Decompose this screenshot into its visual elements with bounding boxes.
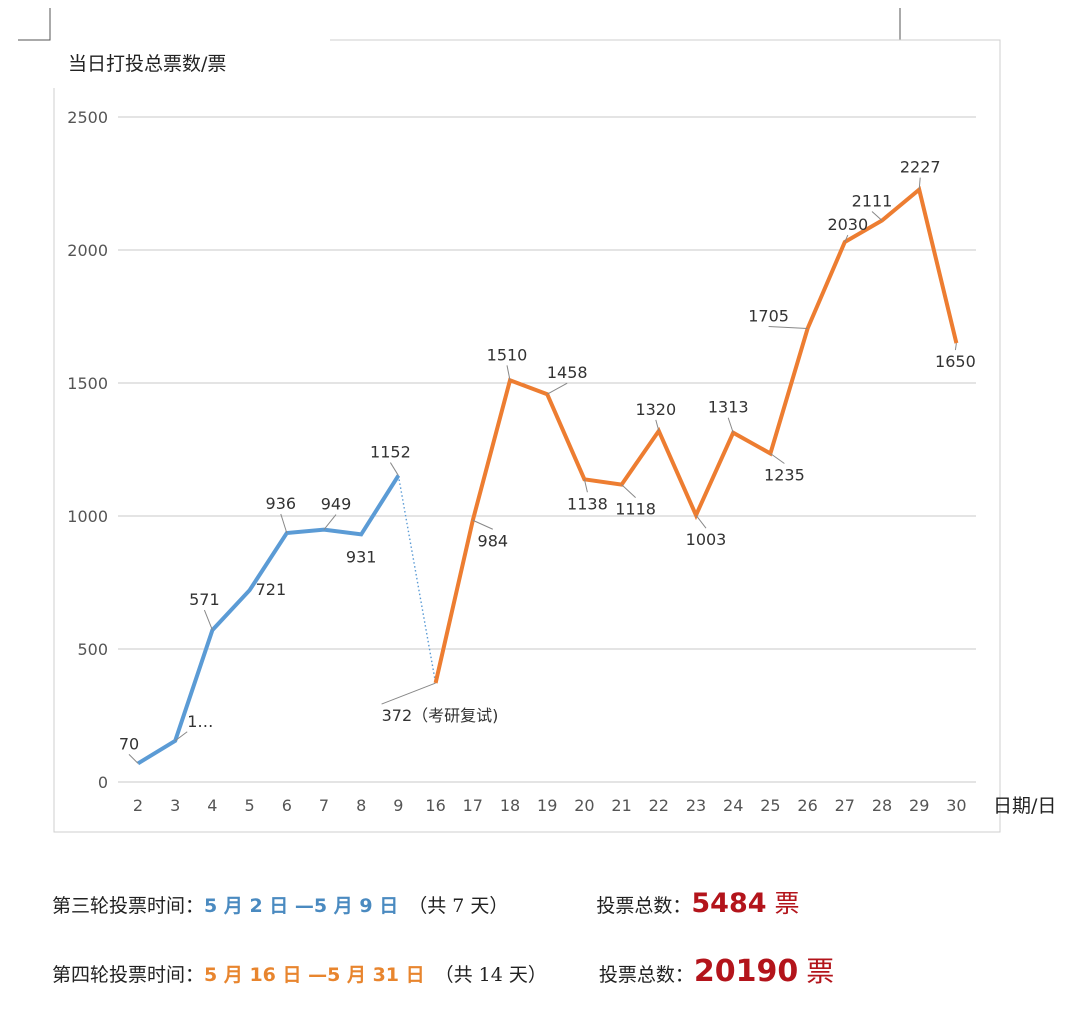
data-label-leader (768, 325, 808, 329)
x-tick-label: 16 (425, 796, 445, 815)
data-label-leader (844, 234, 849, 243)
round4-total-label: 投票总数： (598, 964, 694, 986)
round3-date-range: 5 月 2 日 —5 月 9 日 (204, 895, 399, 917)
x-tick-label: 18 (500, 796, 520, 815)
round3-duration: （共 7 天） (408, 895, 509, 917)
data-label: 1138 (567, 494, 608, 513)
data-label: 571 (189, 590, 220, 609)
y-tick-label: 500 (77, 640, 108, 659)
crop-mark-left (18, 8, 51, 41)
x-tick-label: 20 (574, 796, 594, 815)
data-label-leader (770, 453, 785, 464)
data-label: 1705 (748, 306, 789, 325)
data-label: 1003 (686, 530, 727, 549)
data-label: 2227 (900, 158, 941, 177)
x-tick-label: 7 (319, 796, 329, 815)
data-label: 1458 (547, 363, 588, 382)
series-round4-line (433, 186, 959, 684)
round3-label: 第三轮投票时间： (52, 895, 205, 917)
y-tick-label: 0 (98, 773, 108, 792)
round4-duration: （共 14 天） (434, 964, 547, 986)
round4-summary: 第四轮投票时间：5 月 16 日 —5 月 31 日 （共 14 天） 投票总数：2… (52, 950, 834, 990)
x-tick-label: 19 (537, 796, 557, 815)
x-tick-label: 29 (909, 796, 929, 815)
x-tick-label: 8 (356, 796, 366, 815)
data-label: 1510 (487, 345, 528, 364)
x-tick-label: 9 (393, 796, 403, 815)
data-label-leader (621, 484, 636, 498)
data-label-leader (174, 731, 188, 742)
y-tick-label: 2000 (67, 241, 108, 260)
round4-label: 第四轮投票时间： (52, 964, 205, 986)
x-tick-label: 4 (207, 796, 217, 815)
chart-frame (53, 39, 1001, 833)
data-label-leader (695, 514, 707, 529)
data-label: 2030 (827, 215, 868, 234)
round3-total-unit: 票 (774, 889, 800, 918)
data-label-leader (323, 514, 337, 530)
data-label: 949 (321, 495, 352, 514)
x-tick-label: 25 (760, 796, 780, 815)
data-label-leader (918, 177, 921, 190)
data-label-leader (381, 682, 436, 705)
data-label: 70 (119, 734, 139, 753)
data-label-leader (280, 513, 288, 534)
data-label: 2111 (852, 191, 893, 210)
data-label-leader (871, 211, 883, 221)
data-label-leader (203, 609, 213, 631)
data-label-leader (546, 382, 568, 395)
series-round3-line (136, 474, 401, 766)
y-tick-label: 1000 (67, 507, 108, 526)
data-label: 1235 (764, 465, 805, 484)
data-label-leader (389, 462, 399, 476)
x-tick-label: 2 (133, 796, 143, 815)
data-label-leader (506, 365, 511, 381)
round4-total-unit: 票 (806, 955, 835, 988)
data-label-leader (472, 519, 494, 530)
data-label-leader (954, 343, 957, 351)
x-tick-label: 28 (872, 796, 892, 815)
data-label: 1118 (615, 500, 656, 519)
data-label: 721 (256, 580, 287, 599)
x-tick-label: 30 (946, 796, 966, 815)
crop-mark-right (899, 8, 936, 41)
x-tick-label: 22 (649, 796, 669, 815)
data-label: 372（考研复试) (382, 706, 499, 725)
data-label: 1313 (708, 398, 749, 417)
data-label: 1… (187, 712, 213, 731)
round-gap-connector (397, 475, 437, 684)
data-label-leader (655, 419, 660, 432)
x-tick-label: 6 (282, 796, 292, 815)
data-label-leader (128, 754, 139, 764)
data-label: 1320 (635, 400, 676, 419)
data-label-leader (727, 417, 734, 433)
data-label: 931 (346, 547, 377, 566)
round4-total-value: 20190 (693, 954, 799, 989)
y-tick-label: 1500 (67, 374, 108, 393)
round4-date-range: 5 月 16 日 —5 月 31 日 (204, 964, 425, 986)
x-tick-label: 23 (686, 796, 706, 815)
x-tick-label: 26 (797, 796, 817, 815)
x-tick-label: 27 (835, 796, 855, 815)
round3-total-value: 5484 (691, 888, 767, 919)
round3-summary: 第三轮投票时间：5 月 2 日 —5 月 9 日 （共 7 天） 投票总数：5484… (52, 884, 800, 920)
x-axis-label: 日期/日 (993, 795, 1056, 817)
data-label: 1152 (370, 443, 411, 462)
data-label-leader (583, 479, 588, 493)
x-tick-label: 5 (245, 796, 255, 815)
x-tick-label: 3 (170, 796, 180, 815)
x-tick-label: 21 (611, 796, 631, 815)
y-tick-label: 2500 (67, 108, 108, 127)
x-tick-label: 24 (723, 796, 743, 815)
data-label: 984 (478, 531, 509, 550)
chart-title: 当日打投总票数/票 (68, 53, 226, 75)
data-label: 1650 (935, 352, 976, 371)
data-label: 936 (266, 494, 297, 513)
round3-total-label: 投票总数： (596, 895, 692, 917)
x-tick-label: 17 (463, 796, 483, 815)
